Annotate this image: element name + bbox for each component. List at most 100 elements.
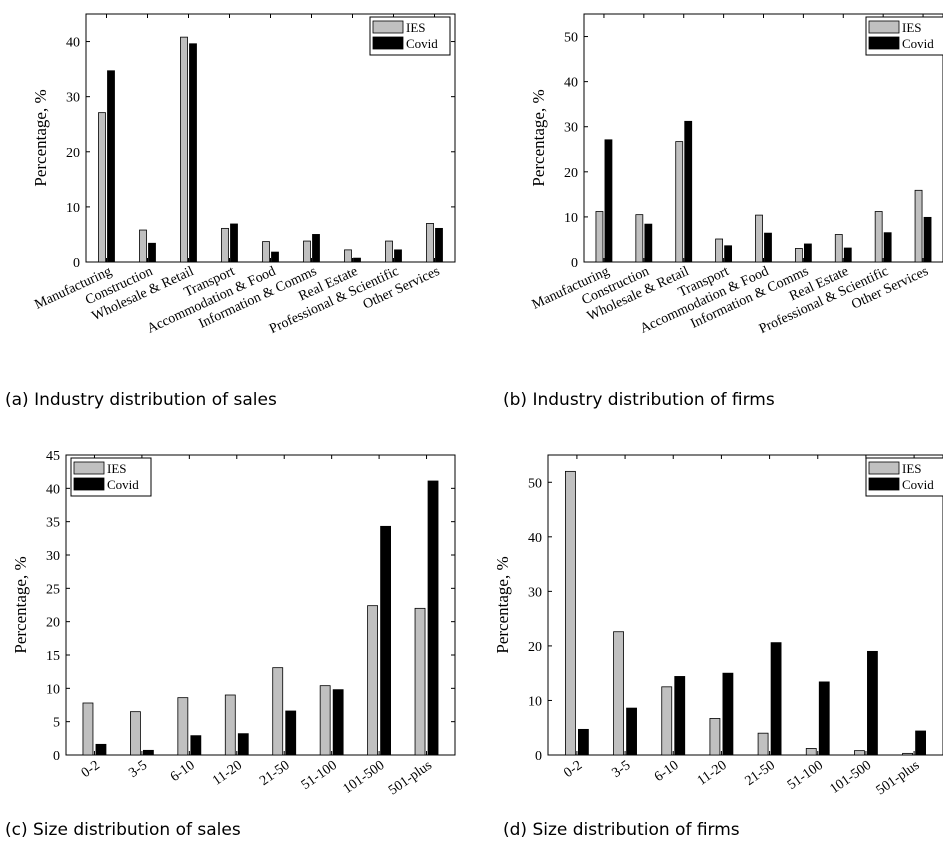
x-tick-label: 51-100: [299, 758, 340, 793]
y-tick-label: 30: [46, 549, 60, 564]
bar-ies-7: [414, 607, 426, 756]
bar-covid-3: [230, 223, 238, 263]
y-tick-label: 20: [46, 616, 60, 631]
y-tick-label: 0: [535, 749, 542, 764]
x-tick-label: 501-plus: [874, 758, 923, 798]
y-tick-label: 10: [564, 211, 578, 226]
x-tick-label: 21-50: [743, 758, 778, 789]
bar-covid-2: [190, 735, 202, 756]
bar-ies-7: [874, 211, 883, 263]
y-tick-label: 20: [564, 166, 578, 181]
y-tick-label: 10: [528, 694, 542, 709]
y-tick-label: 0: [571, 256, 578, 271]
y-tick-label: 40: [66, 36, 80, 51]
bar-covid-1: [143, 749, 154, 756]
y-tick-label: 15: [46, 649, 60, 664]
y-tick-label: 20: [66, 146, 80, 161]
bar-covid-0: [95, 743, 107, 756]
bar-ies-4: [757, 732, 769, 756]
bar-ies-6: [854, 750, 865, 756]
y-tick-label: 35: [46, 516, 60, 531]
y-tick-label: 10: [66, 201, 80, 216]
bar-covid-4: [285, 710, 297, 756]
bar-ies-4: [262, 241, 270, 263]
bar-covid-6: [843, 247, 852, 263]
bar-ies-2: [177, 697, 189, 756]
bar-ies-3: [221, 227, 229, 263]
legend-label-covid: Covid: [902, 477, 934, 492]
y-tick-label: 50: [528, 476, 542, 491]
y-axis-label: Percentage, %: [493, 556, 512, 653]
legend-swatch-ies: [372, 20, 404, 34]
x-tick-label: 51-100: [785, 758, 826, 793]
x-tick-label: 101-500: [341, 758, 388, 797]
x-tick-label: 3-5: [609, 758, 633, 781]
x-tick-label: 501-plus: [386, 758, 435, 798]
bar-ies-0: [82, 702, 94, 756]
bar-covid-6: [867, 650, 878, 756]
y-axis-label: Percentage, %: [11, 556, 30, 653]
bar-ies-7: [385, 240, 393, 263]
bar-covid-0: [578, 728, 589, 756]
bar-ies-5: [303, 240, 311, 263]
panel-caption: (d) Size distribution of firms: [503, 820, 740, 840]
bar-covid-4: [770, 642, 782, 756]
chart-panel-1: 010203040ManufacturingConstructionWholes…: [5, 13, 456, 410]
legend-label-covid: Covid: [902, 36, 934, 51]
bar-covid-5: [818, 681, 830, 756]
x-tick-label: 101-500: [827, 758, 874, 797]
plot-frame: [65, 454, 456, 756]
bar-covid-3: [724, 245, 733, 263]
chart-panel-2: 01020304050ManufacturingConstructionWhol…: [503, 13, 943, 410]
x-tick-label: 21-50: [257, 758, 292, 789]
y-tick-label: 40: [564, 76, 578, 91]
legend-label-ies: IES: [902, 20, 922, 35]
bar-covid-5: [803, 243, 812, 263]
bar-ies-6: [834, 234, 843, 263]
legend-swatch-covid: [73, 477, 105, 491]
legend-swatch-ies: [868, 461, 900, 475]
bar-covid-7: [883, 232, 892, 263]
y-tick-label: 45: [46, 449, 60, 464]
legend-swatch-covid: [868, 36, 900, 50]
bar-covid-0: [107, 70, 115, 263]
bar-covid-3: [722, 672, 734, 756]
bar-covid-3: [237, 733, 249, 756]
legend-swatch-covid: [868, 477, 900, 491]
bar-ies-8: [426, 223, 434, 263]
legend-swatch-ies: [73, 461, 105, 475]
bar-covid-2: [189, 43, 197, 263]
bar-ies-4: [272, 667, 284, 756]
bar-ies-2: [661, 686, 673, 756]
bar-ies-1: [139, 229, 147, 263]
y-tick-label: 0: [53, 749, 60, 764]
bar-covid-7: [427, 480, 439, 756]
bar-covid-1: [644, 223, 653, 263]
bar-covid-4: [764, 232, 772, 263]
x-tick-label: 6-10: [168, 758, 198, 785]
bar-covid-4: [271, 251, 279, 263]
bar-covid-8: [435, 227, 443, 263]
chart-panel-4: 0 10 20 30 40 50 0-2 3-5 6-10 11-20 21-50 51-100 101…: [493, 454, 943, 840]
bar-covid-5: [312, 234, 320, 263]
x-tick-label: 3-5: [126, 758, 150, 781]
bar-covid-2: [684, 120, 693, 263]
bar-ies-1: [635, 214, 644, 263]
bar-covid-1: [148, 242, 156, 263]
y-tick-label: 0: [73, 256, 80, 271]
chart-panel-3: 0 5 10 15 20 25 30 35 40 45 0-2 3-5 6-10 11-20 21-50 51…: [5, 449, 456, 840]
y-tick-label: 30: [66, 91, 80, 106]
bar-ies-8: [914, 189, 923, 263]
y-tick-label: 30: [528, 585, 542, 600]
y-tick-label: 20: [528, 640, 542, 655]
y-tick-label: 25: [46, 582, 60, 597]
x-tick-label: 0-2: [561, 758, 585, 781]
bar-ies-5: [805, 748, 817, 756]
legend-label-ies: IES: [406, 20, 426, 35]
bar-ies-0: [98, 112, 106, 263]
